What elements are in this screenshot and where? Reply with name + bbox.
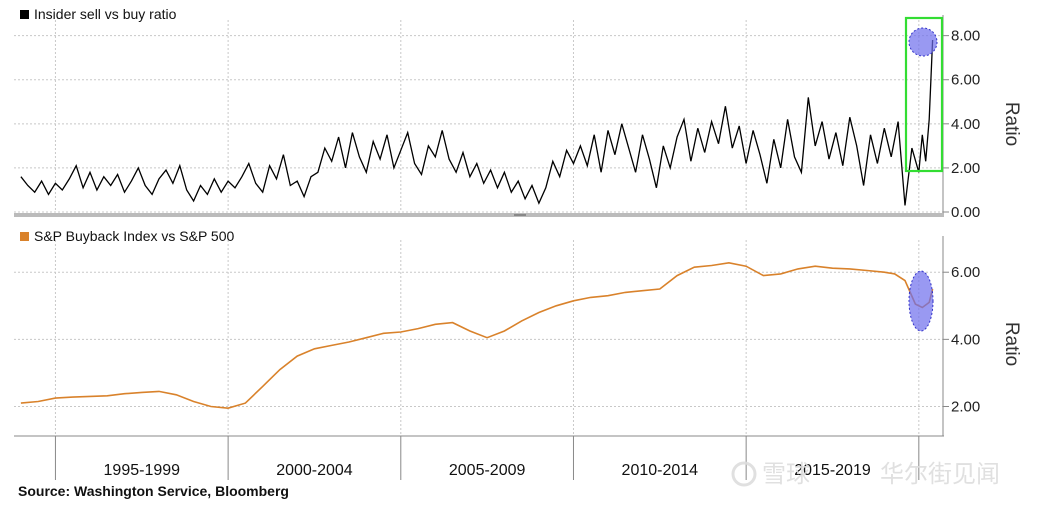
period-label: 1995-1999: [104, 462, 181, 479]
watermark-right-text: 华尔街见闻: [880, 461, 1000, 488]
bottom-y-ticks: 2.00 4.00 6.00: [943, 264, 980, 416]
legend-marker-insider: [20, 10, 29, 19]
period-label: 2015-2019: [794, 462, 871, 479]
y-tick-label: 2.00: [951, 399, 980, 416]
y-tick-label: 6.00: [951, 264, 980, 281]
y-tick-label: 4.00: [951, 116, 980, 133]
top-y-axis-title: Ratio: [1001, 102, 1022, 146]
top-panel: 0.00 2.00 4.00 6.00 8.00 Insider sell vs buy…: [14, 6, 1022, 221]
legend-insider-label: Insider sell vs buy ratio: [34, 6, 177, 22]
top-y-ticks: 0.00 2.00 4.00 6.00 8.00: [943, 28, 980, 221]
x-axis-period-labels: 1995-1999 2000-2004 2005-2009 2010-2014 2015…: [104, 462, 871, 479]
highlight-box: [904, 16, 944, 173]
y-tick-label: 6.00: [951, 72, 980, 89]
highlight-ellipse: [908, 270, 934, 332]
legend-marker-buyback: [20, 232, 29, 241]
legend-buyback-label: S&P Buyback Index vs S&P 500: [34, 228, 234, 244]
watermark: 雪球 华尔街见闻: [731, 461, 1000, 488]
y-tick-label: 4.00: [951, 331, 980, 348]
top-gridlines: [14, 35, 943, 213]
period-label: 2000-2004: [276, 462, 353, 479]
x-axis-period-dividers: [54, 436, 920, 480]
top-year-dividers: [54, 20, 920, 212]
panel-divider: [14, 213, 944, 217]
source-note: Source: Washington Service, Bloomberg: [18, 483, 289, 499]
highlight-circle: [908, 27, 938, 57]
bottom-gridlines: [14, 271, 943, 407]
x-axis: 1995-1999 2000-2004 2005-2009 2010-2014 2015…: [14, 435, 944, 480]
y-tick-label: 2.00: [951, 160, 980, 177]
bottom-panel: 2.00 4.00 6.00 S&P Buyback Index vs S&P 50…: [14, 228, 1022, 436]
period-label: 2005-2009: [449, 462, 526, 479]
panel-divider-handle[interactable]: [514, 214, 526, 216]
bottom-y-axis-title: Ratio: [1001, 322, 1022, 366]
period-label: 2010-2014: [622, 462, 699, 479]
series-line-buyback-ratio: [20, 261, 934, 410]
series-line-insider-ratio: [20, 39, 934, 206]
watermark-left-text: 雪球: [762, 461, 810, 488]
y-tick-label: 0.00: [951, 204, 980, 221]
y-tick-label: 8.00: [951, 28, 980, 45]
watermark-logo-icon: [731, 461, 757, 487]
